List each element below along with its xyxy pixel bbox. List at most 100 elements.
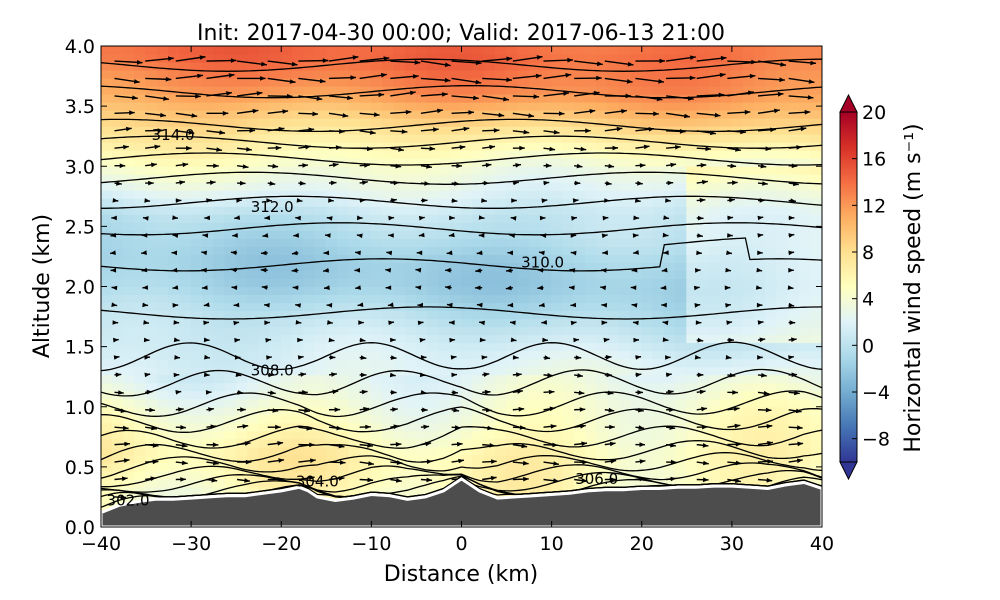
wind-arrow bbox=[600, 268, 607, 273]
field-cell bbox=[190, 294, 203, 304]
field-cell bbox=[517, 93, 530, 103]
field-cell bbox=[111, 117, 125, 127]
field-cell bbox=[201, 470, 215, 480]
field-cell bbox=[629, 286, 643, 296]
field-cell bbox=[686, 358, 699, 368]
field-cell bbox=[258, 149, 271, 159]
field-cell bbox=[280, 398, 294, 408]
field-cell bbox=[156, 141, 170, 151]
wind-arrow bbox=[231, 285, 238, 290]
field-cell bbox=[370, 125, 384, 135]
field-cell bbox=[382, 286, 395, 296]
field-cell bbox=[618, 61, 631, 71]
field-cell bbox=[641, 125, 654, 135]
field-cell bbox=[201, 269, 215, 279]
field-cell bbox=[607, 69, 620, 79]
field-cell bbox=[224, 197, 237, 207]
field-cell bbox=[708, 53, 722, 63]
wind-arrow bbox=[756, 267, 763, 273]
field-cell bbox=[213, 438, 226, 448]
field-cell bbox=[675, 382, 688, 392]
field-cell bbox=[325, 61, 339, 71]
field-cell bbox=[708, 133, 722, 143]
field-cell bbox=[134, 438, 147, 448]
field-cell bbox=[337, 430, 350, 440]
field-cell bbox=[765, 245, 778, 255]
wind-arrow bbox=[201, 267, 207, 273]
field-cell bbox=[415, 366, 429, 376]
field-cell bbox=[573, 358, 586, 368]
field-cell bbox=[415, 446, 429, 456]
wind-arrow bbox=[665, 162, 677, 168]
field-cell bbox=[393, 390, 406, 400]
field-cell bbox=[235, 101, 248, 111]
field-cell bbox=[235, 213, 248, 223]
field-cell bbox=[562, 213, 575, 223]
field-cell bbox=[731, 302, 744, 312]
field-cell bbox=[359, 77, 372, 87]
field-cell bbox=[280, 173, 294, 183]
wind-arrow bbox=[633, 215, 640, 221]
field-cell bbox=[461, 414, 474, 424]
field-cell bbox=[494, 173, 508, 183]
field-cell bbox=[461, 382, 474, 392]
field-cell bbox=[461, 438, 474, 448]
field-cell bbox=[629, 390, 643, 400]
field-cell bbox=[235, 478, 248, 488]
field-cell bbox=[708, 382, 722, 392]
field-cell bbox=[663, 61, 677, 71]
field-cell bbox=[742, 85, 755, 95]
wind-arrow bbox=[237, 60, 267, 67]
field-cell bbox=[235, 430, 248, 440]
field-cell bbox=[618, 221, 631, 231]
field-cell bbox=[179, 101, 192, 111]
field-cell bbox=[292, 141, 305, 151]
field-cell bbox=[697, 398, 710, 408]
field-cell bbox=[359, 326, 372, 336]
field-cell bbox=[461, 446, 474, 456]
field-cell bbox=[596, 157, 609, 167]
field-cell bbox=[449, 85, 462, 95]
field-cell bbox=[551, 173, 564, 183]
field-cell bbox=[393, 205, 406, 215]
field-cell bbox=[359, 382, 372, 392]
field-cell bbox=[235, 69, 248, 79]
wind-arrow bbox=[329, 355, 336, 360]
field-cell bbox=[596, 277, 609, 287]
wind-arrow bbox=[145, 476, 157, 481]
field-cell bbox=[472, 462, 485, 472]
field-cell bbox=[213, 205, 226, 215]
field-cell bbox=[168, 46, 181, 55]
field-cell bbox=[134, 109, 147, 119]
field-cell bbox=[314, 229, 327, 239]
field-cell bbox=[607, 390, 620, 400]
field-cell bbox=[348, 133, 361, 143]
field-cell bbox=[641, 294, 654, 304]
wind-arrow bbox=[510, 216, 517, 221]
field-cell bbox=[101, 438, 113, 448]
field-cell bbox=[810, 245, 822, 255]
field-cell bbox=[506, 93, 519, 103]
field-cell bbox=[201, 46, 215, 55]
field-cell bbox=[607, 221, 620, 231]
wind-arrow bbox=[538, 250, 545, 256]
field-cell bbox=[765, 422, 778, 432]
field-cell bbox=[551, 406, 564, 416]
wind-arrow bbox=[604, 109, 627, 115]
field-cell bbox=[506, 125, 519, 135]
field-cell bbox=[551, 237, 564, 247]
field-cell bbox=[686, 149, 699, 159]
field-cell bbox=[258, 302, 271, 312]
field-cell bbox=[731, 205, 744, 215]
field-cell bbox=[382, 245, 395, 255]
field-cell bbox=[224, 165, 237, 175]
wind-arrow bbox=[512, 94, 540, 99]
field-cell bbox=[145, 77, 158, 87]
field-cell bbox=[314, 197, 327, 207]
field-cell bbox=[629, 261, 643, 271]
field-cell bbox=[101, 382, 113, 392]
field-cell bbox=[720, 390, 733, 400]
field-cell bbox=[382, 390, 395, 400]
field-cell bbox=[348, 302, 361, 312]
field-cell bbox=[280, 261, 294, 271]
